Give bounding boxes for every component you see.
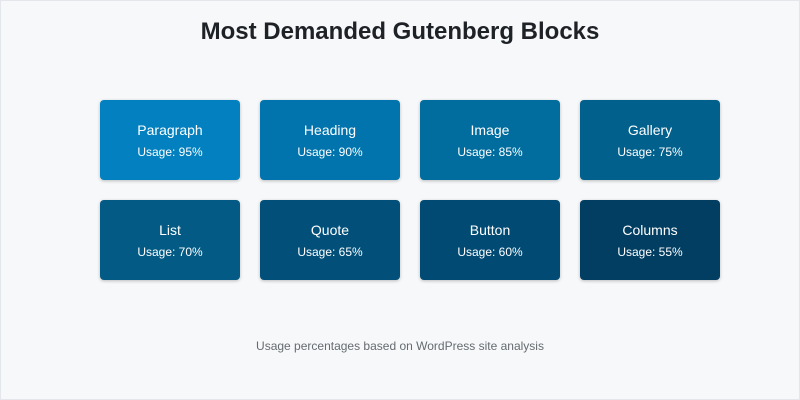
- block-name: Button: [469, 221, 511, 238]
- block-name: Image: [470, 121, 510, 138]
- block-card-heading[interactable]: Heading Usage: 90%: [260, 100, 400, 180]
- block-card-columns[interactable]: Columns Usage: 55%: [580, 200, 720, 280]
- block-card-paragraph[interactable]: Paragraph Usage: 95%: [100, 100, 240, 180]
- block-usage: Usage: 85%: [457, 144, 523, 159]
- block-card-gallery[interactable]: Gallery Usage: 75%: [580, 100, 720, 180]
- block-name: Gallery: [627, 121, 673, 138]
- block-usage: Usage: 60%: [457, 244, 523, 259]
- block-usage: Usage: 95%: [137, 144, 203, 159]
- blocks-grid: Paragraph Usage: 95% Heading Usage: 90% …: [100, 100, 720, 280]
- block-usage: Usage: 65%: [297, 244, 363, 259]
- page-title: Most Demanded Gutenberg Blocks: [200, 18, 600, 45]
- block-name: Paragraph: [137, 121, 203, 138]
- block-name: Columns: [622, 221, 678, 238]
- block-card-quote[interactable]: Quote Usage: 65%: [260, 200, 400, 280]
- block-usage: Usage: 90%: [297, 144, 363, 159]
- footnote: Usage percentages based on WordPress sit…: [256, 339, 544, 353]
- block-usage: Usage: 70%: [137, 244, 203, 259]
- block-name: List: [159, 221, 181, 238]
- block-card-list[interactable]: List Usage: 70%: [100, 200, 240, 280]
- block-card-image[interactable]: Image Usage: 85%: [420, 100, 560, 180]
- block-usage: Usage: 75%: [617, 144, 683, 159]
- block-name: Quote: [310, 221, 350, 238]
- block-card-button[interactable]: Button Usage: 60%: [420, 200, 560, 280]
- block-name: Heading: [303, 121, 357, 138]
- block-usage: Usage: 55%: [617, 244, 683, 259]
